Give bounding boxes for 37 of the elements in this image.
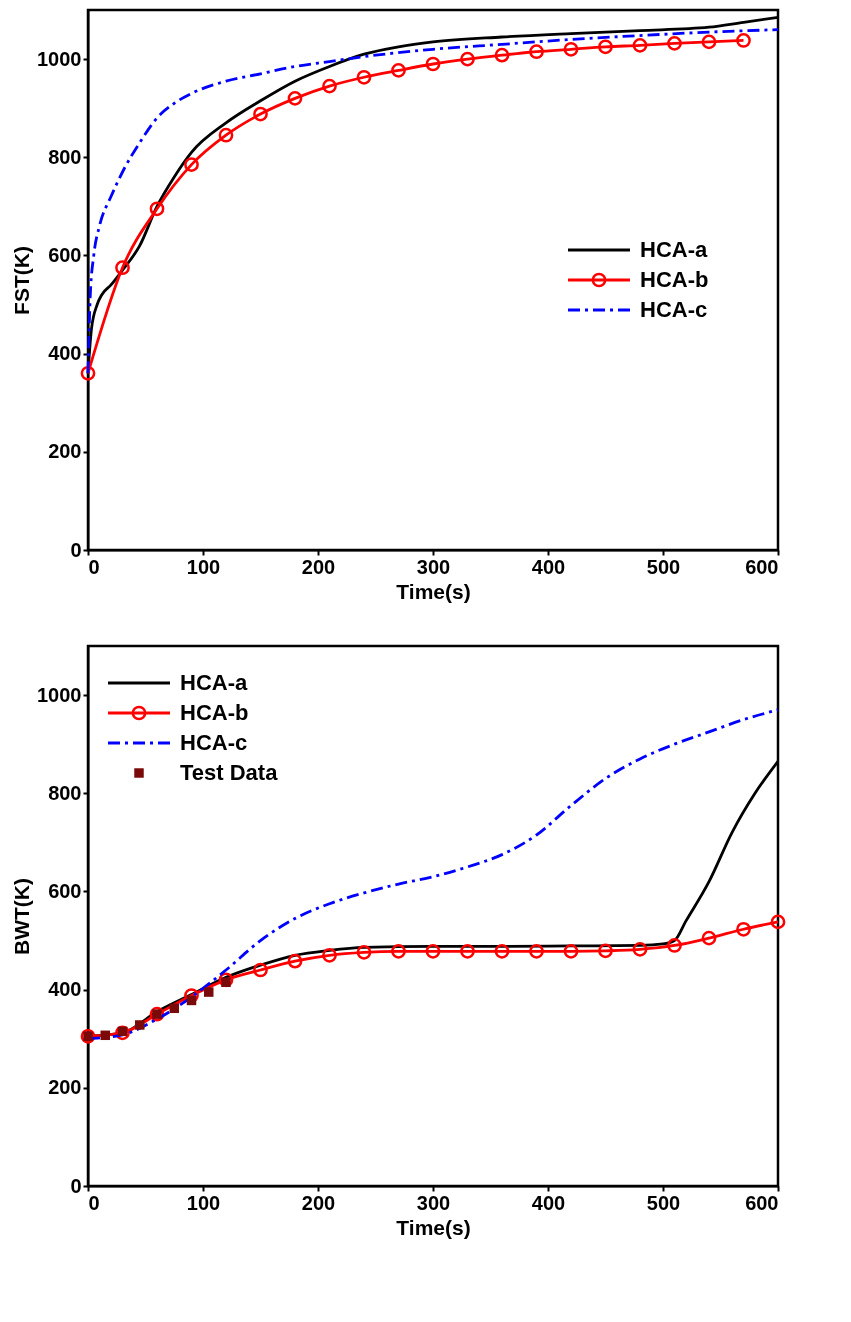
y-tick-label: 1000 (37, 47, 82, 70)
y-tick-label: 600 (48, 879, 82, 902)
y-axis-title: BWT(K) (10, 878, 34, 955)
y-tick-label: 1000 (37, 683, 82, 706)
y-tick-label: 200 (48, 1076, 82, 1099)
legend-label: HCA-a (180, 670, 248, 695)
y-tick-label: 800 (48, 145, 82, 168)
y-tick-label: 0 (70, 538, 82, 561)
x-tick-label: 300 (416, 1191, 451, 1214)
legend-label: HCA-a (640, 237, 708, 262)
y-tick-label: 800 (48, 781, 82, 804)
x-axis-title: Time(s) (396, 1215, 471, 1239)
legend-label: HCA-b (640, 267, 709, 292)
x-tick-label: 100 (186, 555, 221, 578)
x-tick-label: 200 (301, 1191, 336, 1214)
x-tick-label: 0 (88, 555, 100, 578)
x-tick-label: 500 (646, 1191, 681, 1214)
x-tick-label: 0 (88, 1191, 100, 1214)
x-tick-label: 400 (531, 555, 566, 578)
x-tick-label: 500 (646, 555, 681, 578)
y-tick-label: 0 (70, 1174, 82, 1197)
y-axis-title: FST(K) (10, 246, 34, 315)
legend-label: HCA-c (180, 730, 248, 755)
y-tick-label: 400 (48, 978, 82, 1001)
y-tick-label: 600 (48, 243, 82, 266)
x-tick-label: 200 (301, 555, 336, 578)
x-tick-label: 600 (745, 555, 779, 578)
x-tick-label: 100 (186, 1191, 221, 1214)
y-tick-label: 200 (48, 440, 82, 463)
legend-label: HCA-c (640, 297, 708, 322)
y-tick-label: 400 (48, 342, 82, 365)
x-axis-title: Time(s) (396, 579, 471, 603)
x-tick-label: 600 (745, 1191, 779, 1214)
x-tick-label: 400 (531, 1191, 566, 1214)
legend-label: Test Data (180, 760, 279, 785)
legend-label: HCA-b (180, 700, 249, 725)
x-tick-label: 300 (416, 555, 451, 578)
